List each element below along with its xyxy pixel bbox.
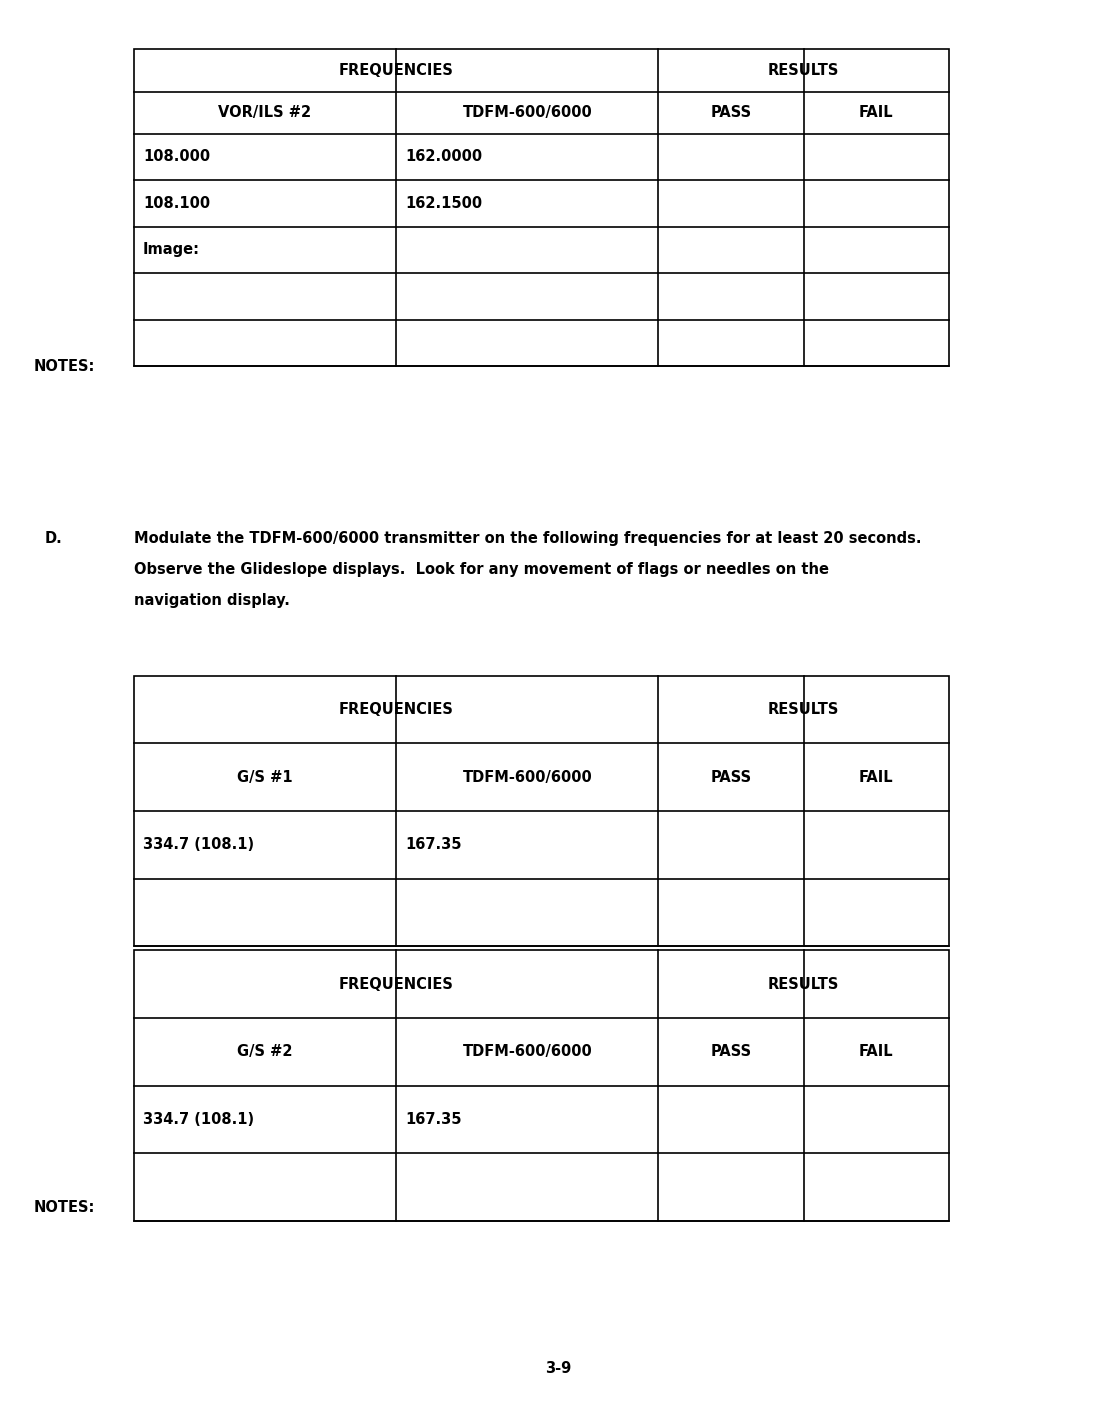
Text: FREQUENCIES: FREQUENCIES	[339, 977, 453, 991]
Text: NOTES:: NOTES:	[33, 359, 95, 375]
Text: 334.7 (108.1): 334.7 (108.1)	[143, 1112, 254, 1126]
Text: PASS: PASS	[711, 106, 751, 120]
Text: FREQUENCIES: FREQUENCIES	[339, 63, 453, 77]
Text: 3-9: 3-9	[545, 1362, 571, 1376]
Text: 167.35: 167.35	[405, 838, 462, 852]
Text: Observe the Glideslope displays.  Look for any movement of flags or needles on t: Observe the Glideslope displays. Look fo…	[134, 562, 829, 577]
Text: RESULTS: RESULTS	[768, 63, 839, 77]
Text: 108.100: 108.100	[143, 196, 210, 211]
Text: 108.000: 108.000	[143, 149, 210, 165]
Text: 167.35: 167.35	[405, 1112, 462, 1126]
Text: PASS: PASS	[711, 770, 751, 784]
Text: 162.0000: 162.0000	[405, 149, 482, 165]
Bar	[134, 950, 949, 1221]
Bar	[134, 49, 949, 366]
Text: PASS: PASS	[711, 1045, 751, 1059]
Text: Image:: Image:	[143, 242, 200, 258]
Text: Modulate the TDFM-600/6000 transmitter on the following frequencies for at least: Modulate the TDFM-600/6000 transmitter o…	[134, 531, 922, 546]
Bar	[134, 676, 949, 946]
Text: D.: D.	[45, 531, 62, 546]
Text: FREQUENCIES: FREQUENCIES	[339, 703, 453, 717]
Text: TDFM-600/6000: TDFM-600/6000	[462, 770, 593, 784]
Text: G/S #2: G/S #2	[238, 1045, 292, 1059]
Text: RESULTS: RESULTS	[768, 703, 839, 717]
Text: FAIL: FAIL	[858, 106, 894, 120]
Text: G/S #1: G/S #1	[238, 770, 292, 784]
Text: FAIL: FAIL	[858, 770, 894, 784]
Text: 334.7 (108.1): 334.7 (108.1)	[143, 838, 254, 852]
Text: 162.1500: 162.1500	[405, 196, 482, 211]
Text: RESULTS: RESULTS	[768, 977, 839, 991]
Text: TDFM-600/6000: TDFM-600/6000	[462, 106, 593, 120]
Text: NOTES:: NOTES:	[33, 1200, 95, 1215]
Text: navigation display.: navigation display.	[134, 593, 290, 608]
Text: TDFM-600/6000: TDFM-600/6000	[462, 1045, 593, 1059]
Text: FAIL: FAIL	[858, 1045, 894, 1059]
Text: VOR/ILS #2: VOR/ILS #2	[219, 106, 311, 120]
